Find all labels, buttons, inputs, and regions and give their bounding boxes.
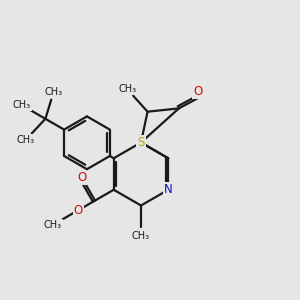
Text: CH₃: CH₃ xyxy=(45,87,63,97)
Text: N: N xyxy=(164,183,173,196)
Text: CH₃: CH₃ xyxy=(13,100,31,110)
Text: CH₃: CH₃ xyxy=(44,220,62,230)
Text: CH₃: CH₃ xyxy=(17,135,35,145)
Text: O: O xyxy=(77,171,86,184)
Text: CH₃: CH₃ xyxy=(118,84,136,94)
Text: CH₃: CH₃ xyxy=(132,231,150,241)
Text: S: S xyxy=(137,136,145,149)
Text: O: O xyxy=(74,204,83,217)
Text: N: N xyxy=(136,136,146,149)
Text: O: O xyxy=(193,85,203,98)
